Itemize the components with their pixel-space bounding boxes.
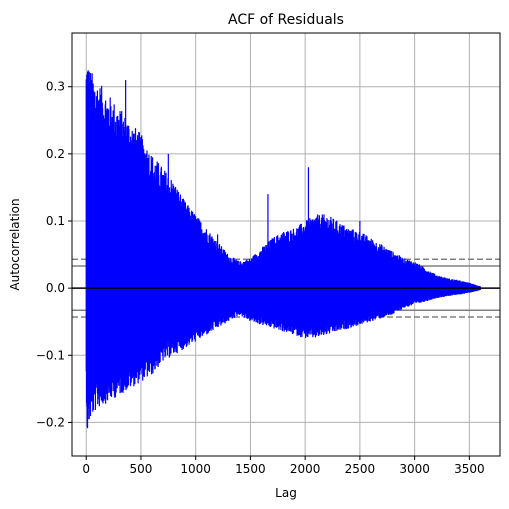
x-tick-label-1: 500 <box>130 462 153 476</box>
y-tick-label-5: 0.3 <box>46 80 65 94</box>
x-tick-label-4: 2000 <box>290 462 321 476</box>
chart-title: ACF of Residuals <box>228 12 344 28</box>
x-tick-label-5: 2500 <box>345 462 376 476</box>
x-axis-label: Lag <box>275 486 297 500</box>
x-tick-label-0: 0 <box>82 462 90 476</box>
y-axis-label: Autocorrelation <box>8 198 22 290</box>
y-axis-ticks: −0.2 −0.1 0.0 0.1 0.2 0.3 <box>36 80 72 430</box>
x-tick-label-2: 1000 <box>180 462 211 476</box>
y-tick-label-1: −0.1 <box>36 348 65 362</box>
y-tick-label-4: 0.2 <box>46 147 65 161</box>
x-axis-ticks: 0 500 1000 1500 2000 2500 3000 3500 <box>82 456 484 476</box>
y-tick-label-2: 0.0 <box>46 281 65 295</box>
x-tick-label-6: 3000 <box>399 462 430 476</box>
acf-series <box>86 70 480 428</box>
y-tick-label-0: −0.2 <box>36 415 65 429</box>
acf-stems <box>86 70 480 428</box>
x-tick-label-7: 3500 <box>454 462 485 476</box>
x-tick-label-3: 1500 <box>235 462 266 476</box>
y-tick-label-3: 0.1 <box>46 214 65 228</box>
